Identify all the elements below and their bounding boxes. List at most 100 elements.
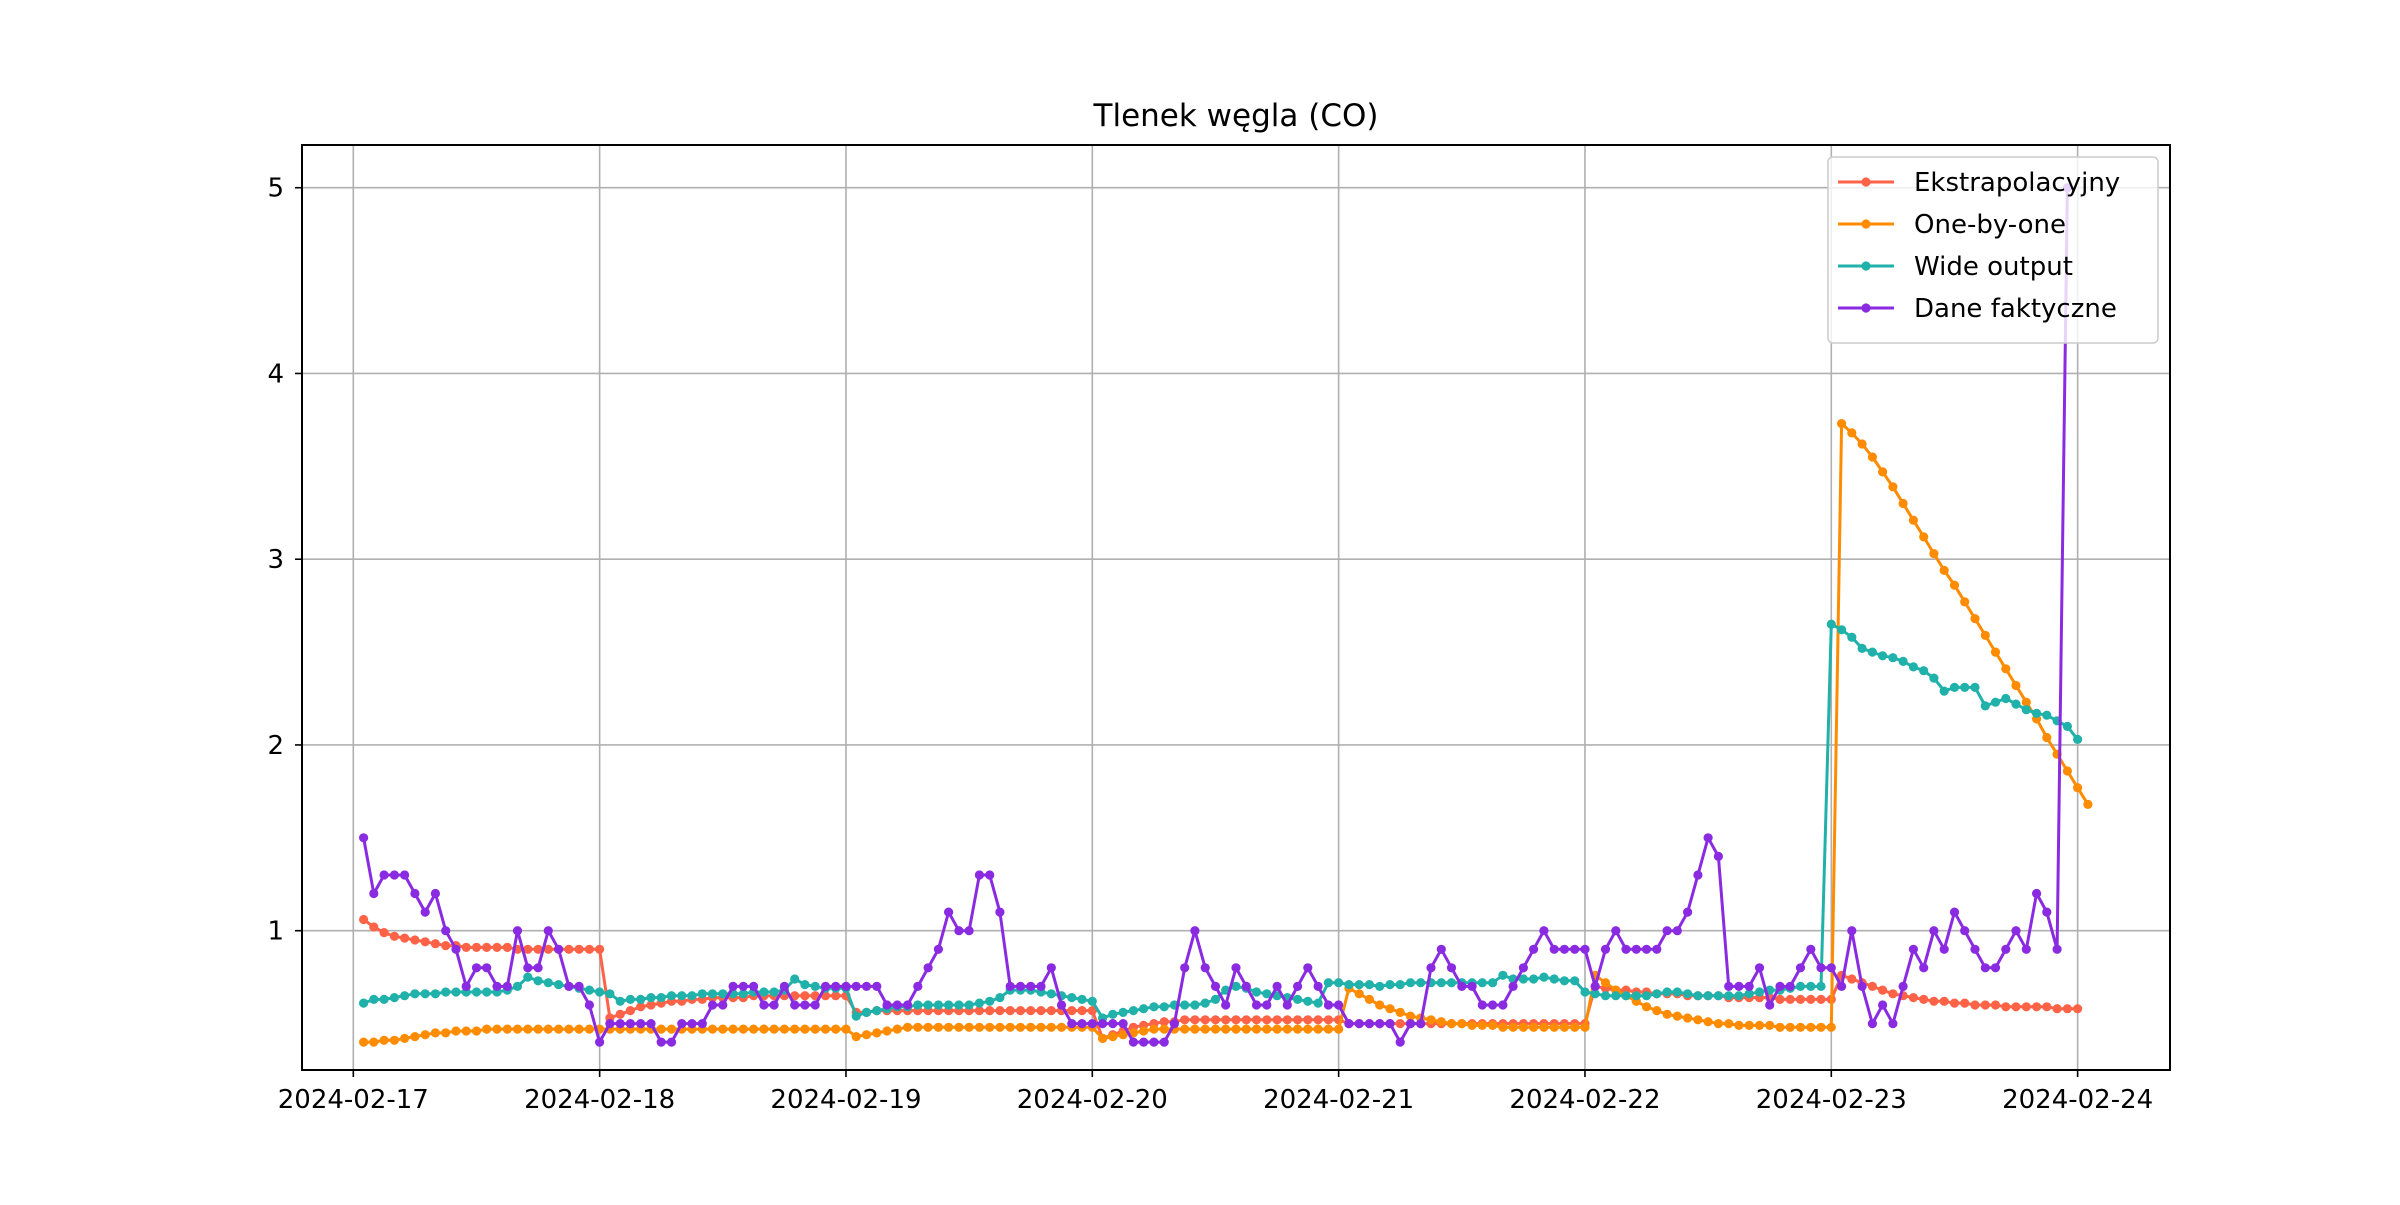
data-point bbox=[554, 1024, 564, 1034]
data-point bbox=[964, 1022, 974, 1032]
data-point bbox=[471, 942, 482, 953]
data-point bbox=[1405, 1019, 1416, 1029]
data-point bbox=[2052, 944, 2062, 954]
data-point bbox=[1837, 625, 1847, 635]
data-point bbox=[1898, 656, 1908, 667]
data-point bbox=[1231, 963, 1241, 973]
data-point bbox=[1272, 981, 1282, 992]
data-point bbox=[1118, 1007, 1128, 1018]
data-point bbox=[903, 1022, 913, 1032]
data-point bbox=[1867, 1019, 1877, 1029]
data-point bbox=[995, 1022, 1005, 1032]
data-point bbox=[2032, 708, 2042, 719]
data-point bbox=[1693, 1015, 1703, 1025]
data-point bbox=[1446, 963, 1457, 973]
data-point bbox=[2021, 705, 2031, 715]
data-point bbox=[964, 926, 974, 936]
data-point bbox=[1180, 1024, 1190, 1034]
data-point bbox=[554, 944, 564, 954]
data-point bbox=[1672, 987, 1682, 997]
data-point bbox=[1888, 482, 1898, 492]
data-point bbox=[1354, 1019, 1364, 1029]
data-point bbox=[944, 1022, 954, 1032]
data-point bbox=[379, 870, 389, 880]
data-point bbox=[512, 981, 523, 992]
data-point bbox=[923, 1022, 933, 1032]
data-point bbox=[1282, 1024, 1292, 1034]
data-point bbox=[1693, 991, 1703, 1001]
data-point bbox=[1785, 994, 1795, 1005]
data-point bbox=[1744, 981, 1754, 992]
data-point bbox=[1262, 1024, 1272, 1034]
data-point bbox=[851, 981, 861, 992]
data-point bbox=[574, 1024, 584, 1034]
data-point bbox=[1919, 994, 1929, 1005]
data-point bbox=[1036, 1006, 1046, 1016]
data-point bbox=[831, 981, 841, 992]
data-point bbox=[1929, 996, 1939, 1006]
data-point bbox=[2062, 721, 2072, 732]
data-point bbox=[1713, 1019, 1723, 1029]
data-point bbox=[1816, 994, 1826, 1005]
data-point bbox=[1826, 1022, 1836, 1032]
data-point bbox=[1652, 1006, 1662, 1016]
data-point bbox=[441, 941, 451, 951]
data-point bbox=[1323, 1015, 1333, 1025]
legend-label: Wide output bbox=[1914, 252, 2073, 282]
data-point bbox=[1190, 926, 1200, 936]
data-point bbox=[430, 888, 440, 899]
data-point bbox=[656, 1037, 666, 1047]
data-point bbox=[1908, 662, 1918, 672]
data-point bbox=[1385, 980, 1395, 990]
data-point bbox=[1508, 1022, 1518, 1032]
x-tick-label: 2024-02-21 bbox=[1263, 1085, 1414, 1115]
data-point bbox=[389, 931, 399, 941]
data-point bbox=[400, 933, 410, 943]
data-point bbox=[728, 1024, 738, 1034]
data-point bbox=[861, 1007, 872, 1018]
data-point bbox=[666, 991, 677, 1001]
data-point bbox=[728, 981, 738, 992]
data-point bbox=[2011, 1002, 2021, 1012]
data-point bbox=[1600, 991, 1611, 1001]
data-point bbox=[1703, 1017, 1713, 1027]
data-point bbox=[800, 980, 810, 990]
data-point bbox=[595, 1037, 605, 1047]
data-point bbox=[2073, 783, 2083, 793]
data-point bbox=[1498, 1022, 1508, 1032]
data-point bbox=[1262, 1015, 1272, 1025]
data-point bbox=[1816, 981, 1826, 992]
data-point bbox=[1683, 989, 1693, 999]
data-point bbox=[707, 1000, 718, 1010]
data-point bbox=[1149, 1037, 1159, 1047]
data-point bbox=[923, 1000, 933, 1010]
data-point bbox=[1744, 1020, 1754, 1030]
data-point bbox=[584, 985, 595, 995]
data-point bbox=[1960, 682, 1970, 693]
data-point bbox=[1559, 944, 1569, 954]
data-point bbox=[790, 1000, 800, 1010]
data-point bbox=[1621, 944, 1631, 954]
data-point bbox=[1108, 1019, 1118, 1029]
data-point bbox=[1652, 944, 1662, 954]
data-point bbox=[1159, 1002, 1169, 1012]
data-point bbox=[533, 963, 543, 973]
data-point bbox=[1221, 1000, 1231, 1010]
legend-label: One-by-one bbox=[1914, 210, 2066, 240]
data-point bbox=[1518, 963, 1528, 973]
data-point bbox=[523, 944, 533, 954]
legend-label: Ekstrapolacyjny bbox=[1914, 168, 2120, 198]
data-point bbox=[1231, 981, 1241, 992]
data-point bbox=[1580, 944, 1590, 954]
data-point bbox=[677, 1019, 687, 1029]
data-point bbox=[1837, 981, 1847, 992]
data-point bbox=[2032, 888, 2042, 899]
data-point bbox=[1251, 1000, 1262, 1010]
data-point bbox=[1313, 998, 1323, 1008]
data-point bbox=[1939, 996, 1949, 1006]
data-point bbox=[2062, 1004, 2072, 1014]
data-point bbox=[1344, 980, 1354, 990]
data-point bbox=[1775, 1022, 1785, 1032]
data-point bbox=[1970, 682, 1980, 693]
data-point bbox=[1128, 1037, 1138, 1047]
